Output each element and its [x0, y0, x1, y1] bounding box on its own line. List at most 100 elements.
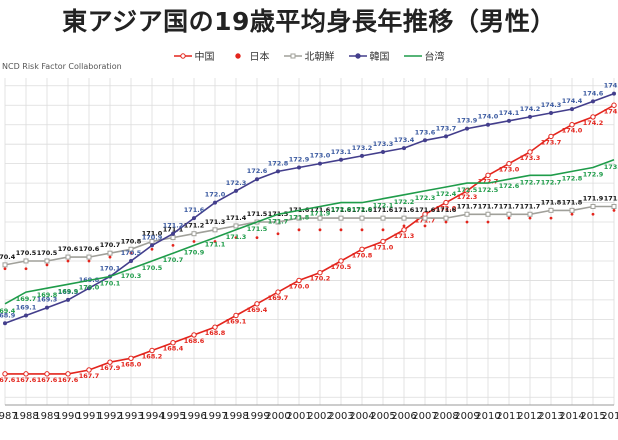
x-tick-label: 2004 [349, 411, 374, 422]
point-0 [401, 227, 407, 233]
data-label-0: 174.2 [583, 119, 604, 127]
point-2 [443, 215, 449, 221]
point-1 [3, 267, 7, 271]
point-0 [485, 172, 491, 179]
legend-item: 北朝鮮 [283, 48, 335, 63]
point-2 [296, 215, 302, 221]
point-0 [191, 332, 197, 338]
x-tick-label: 2001 [286, 411, 311, 422]
point-3 [276, 169, 280, 174]
point-3 [339, 157, 343, 162]
point-0 [128, 355, 134, 361]
legend-item: 日本 [229, 48, 270, 63]
point-1 [339, 228, 343, 232]
chart-title: 東アジア国の19歳平均身長年推移（男性） [62, 7, 556, 36]
data-label-0: 168.0 [121, 360, 142, 368]
point-3 [129, 258, 133, 263]
data-label-4: 172.4 [436, 190, 457, 198]
data-label-2: 170.7 [100, 241, 121, 249]
point-1 [465, 220, 469, 224]
point-0 [254, 301, 260, 307]
data-label-2: 170.6 [79, 245, 100, 253]
x-tick-label: 1991 [76, 411, 101, 422]
data-label-4: 169.4 [0, 307, 16, 315]
point-1 [255, 236, 259, 240]
data-label-2: 171.7 [478, 202, 499, 210]
point-2 [548, 207, 554, 213]
data-label-4: 171.1 [205, 241, 226, 249]
x-tick-label: 1994 [139, 411, 164, 422]
data-label-3: 173.6 [415, 128, 436, 136]
data-label-3: 171.2 [163, 222, 184, 230]
data-label-2: 171.0 [142, 230, 163, 238]
point-0 [317, 269, 323, 276]
point-3 [381, 149, 385, 154]
point-1 [318, 228, 322, 232]
data-label-2: 171.6 [310, 206, 331, 214]
legend-swatch [403, 54, 422, 57]
data-label-4: 170.1 [100, 280, 121, 288]
x-tick-label: 1989 [34, 411, 59, 422]
point-2 [170, 235, 176, 241]
legend-label: 台湾 [424, 52, 445, 63]
point-1 [297, 228, 301, 232]
legend-label: 北朝鮮 [304, 52, 335, 63]
data-label-4: 172.0 [331, 206, 352, 214]
point-3 [444, 134, 448, 139]
data-label-3: 168.9 [0, 311, 16, 319]
series-line-4 [4, 159, 615, 305]
data-label-2: 171.8 [562, 198, 583, 206]
data-label-0: 169.7 [268, 294, 289, 302]
x-tick-label: 1997 [202, 411, 227, 422]
data-label-3: 174.6 [583, 89, 604, 97]
point-0 [359, 246, 365, 252]
point-3 [507, 118, 511, 123]
point-2 [317, 215, 323, 221]
data-label-2: 171.3 [205, 218, 226, 226]
data-label-0: 167.6 [37, 376, 58, 384]
legend-item: 台湾 [403, 48, 445, 63]
data-label-0: 167.9 [100, 364, 121, 372]
data-label-3: 173.7 [436, 124, 457, 132]
point-1 [360, 228, 364, 232]
data-label-3: 172.0 [205, 191, 226, 199]
legend-label: 日本 [249, 52, 270, 63]
data-label-0: 173.3 [520, 154, 541, 162]
point-1 [192, 240, 196, 243]
data-label-4: 172.1 [373, 202, 394, 210]
data-label-0: 167.6 [16, 376, 37, 384]
data-label-2: 170.5 [37, 249, 58, 257]
legend-label: 韓国 [369, 52, 390, 63]
x-tick-label: 2014 [559, 411, 584, 422]
point-2 [191, 231, 197, 237]
x-tick-label: 1993 [118, 411, 143, 422]
legend-marker [354, 52, 361, 59]
data-label-0: 171.0 [373, 244, 394, 252]
point-2 [464, 211, 470, 217]
point-1 [213, 240, 217, 243]
series-line-3 [4, 92, 615, 325]
source-note: NCD Risk Factor Collaboration [2, 62, 122, 71]
data-label-3: 173.0 [310, 152, 331, 160]
point-3 [570, 107, 574, 112]
point-2 [2, 262, 8, 268]
data-label-0: 168.2 [142, 353, 163, 361]
point-0 [107, 359, 113, 365]
data-label-2: 171.6 [394, 206, 415, 214]
data-label-3: 173.2 [352, 144, 373, 152]
data-label-2: 171.6 [331, 206, 352, 214]
point-2 [65, 254, 71, 260]
data-label-4: 172.3 [415, 194, 436, 202]
point-0 [464, 188, 470, 194]
series-line-2 [4, 205, 614, 266]
data-label-2: 171.6 [373, 206, 394, 214]
data-label-2: 170.5 [16, 249, 37, 257]
legend: 中国 日本 北朝鮮 韓国 台湾 [0, 48, 618, 63]
point-0 [170, 340, 176, 346]
point-1 [276, 232, 280, 236]
data-label-2: 171.7 [457, 202, 478, 210]
point-2 [86, 254, 92, 260]
data-label-3: 169.1 [16, 303, 37, 311]
data-label-0: 174.0 [562, 127, 583, 135]
